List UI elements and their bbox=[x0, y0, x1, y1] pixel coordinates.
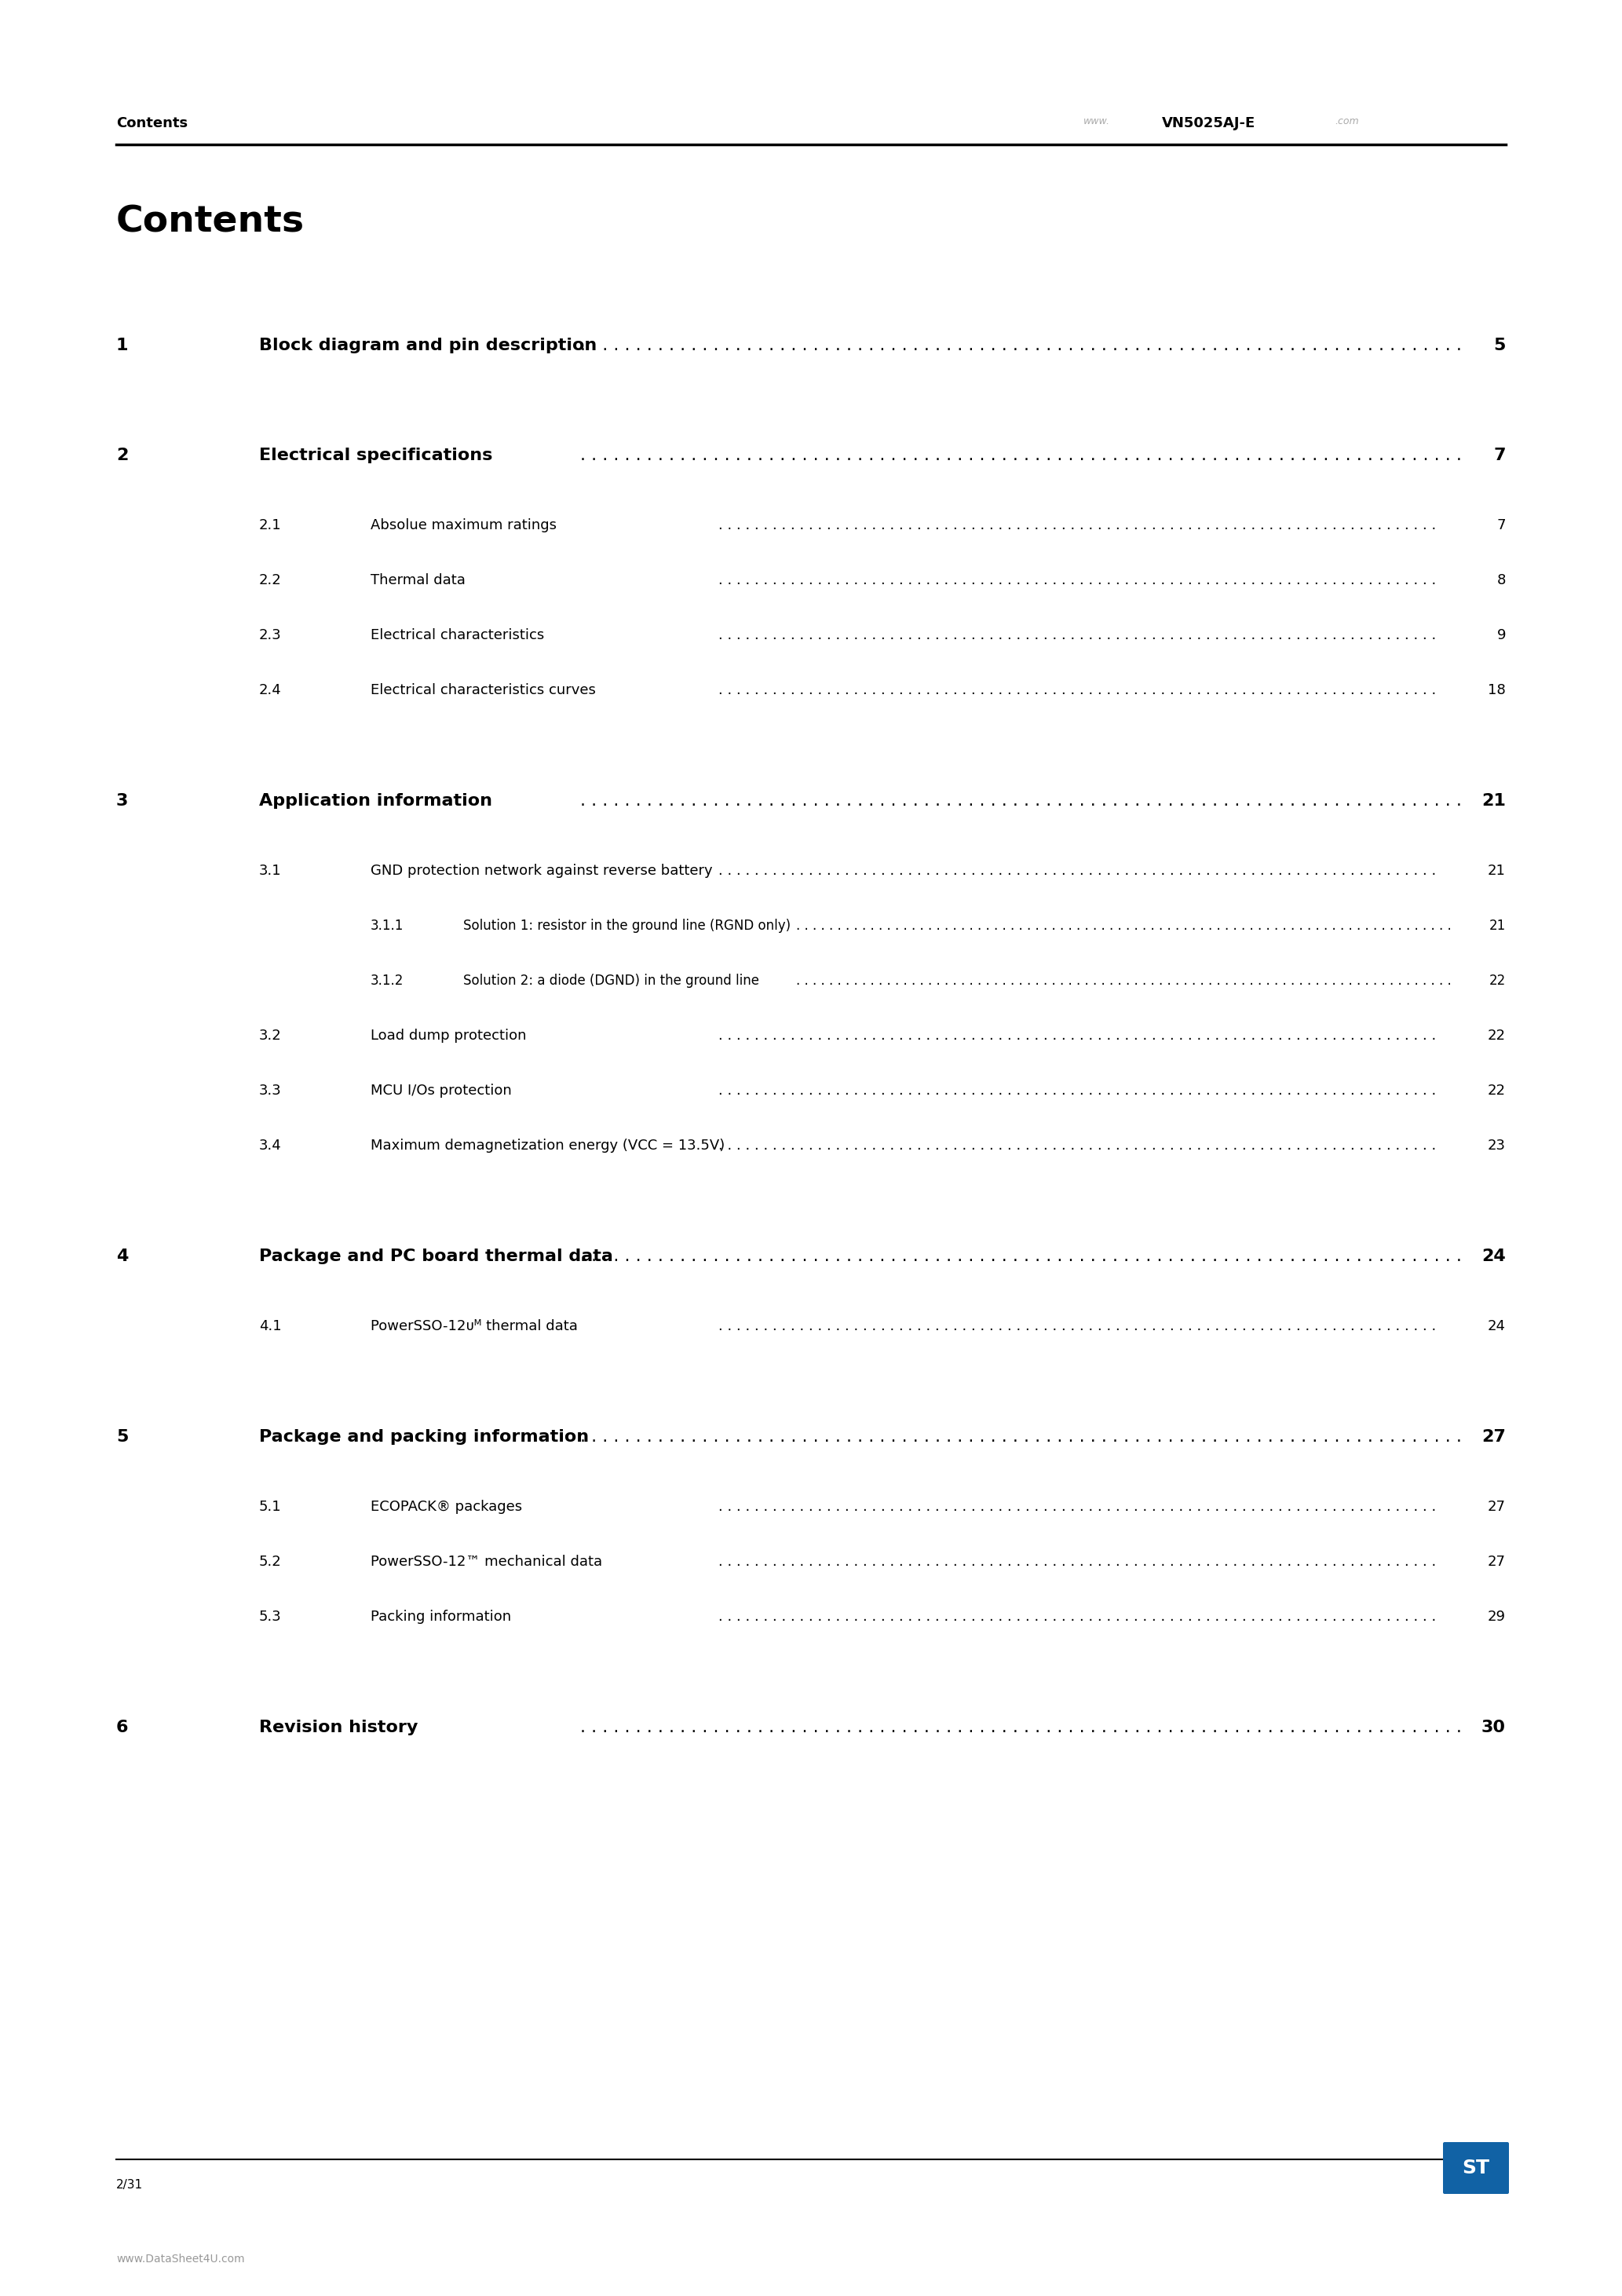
Text: 7: 7 bbox=[1497, 519, 1505, 533]
Text: 30: 30 bbox=[1481, 1720, 1505, 1736]
Text: 29: 29 bbox=[1487, 1609, 1505, 1623]
Text: 7: 7 bbox=[1494, 448, 1505, 464]
Text: 2.2: 2.2 bbox=[260, 574, 282, 588]
Text: 2.4: 2.4 bbox=[260, 684, 282, 698]
Text: 23: 23 bbox=[1487, 1139, 1505, 1153]
Text: PowerSSO-12ᴜᴹ thermal data: PowerSSO-12ᴜᴹ thermal data bbox=[370, 1320, 577, 1334]
Text: ECOPACK® packages: ECOPACK® packages bbox=[370, 1499, 522, 1513]
Text: . . . . . . . . . . . . . . . . . . . . . . . . . . . . . . . . . . . . . . . . : . . . . . . . . . . . . . . . . . . . . … bbox=[719, 1499, 1440, 1513]
Text: Solution 1: resistor in the ground line (RGND only): Solution 1: resistor in the ground line … bbox=[464, 918, 790, 932]
Text: 1: 1 bbox=[117, 338, 128, 354]
Text: Electrical characteristics curves: Electrical characteristics curves bbox=[370, 684, 595, 698]
Text: Application information: Application information bbox=[260, 792, 491, 808]
Text: . . . . . . . . . . . . . . . . . . . . . . . . . . . . . . . . . . . . . . . . : . . . . . . . . . . . . . . . . . . . . … bbox=[581, 338, 1468, 354]
Text: 3.4: 3.4 bbox=[260, 1139, 282, 1153]
Text: . . . . . . . . . . . . . . . . . . . . . . . . . . . . . . . . . . . . . . . . : . . . . . . . . . . . . . . . . . . . . … bbox=[581, 1428, 1468, 1444]
Text: . . . . . . . . . . . . . . . . . . . . . . . . . . . . . . . . . . . . . . . . : . . . . . . . . . . . . . . . . . . . . … bbox=[719, 863, 1440, 877]
Text: .com: .com bbox=[1335, 117, 1359, 126]
Text: 3.1.1: 3.1.1 bbox=[370, 918, 404, 932]
Text: Thermal data: Thermal data bbox=[370, 574, 466, 588]
Text: 3.2: 3.2 bbox=[260, 1029, 282, 1042]
Text: 21: 21 bbox=[1487, 863, 1505, 877]
Text: . . . . . . . . . . . . . . . . . . . . . . . . . . . . . . . . . . . . . . . . : . . . . . . . . . . . . . . . . . . . . … bbox=[719, 1139, 1440, 1153]
Text: 22: 22 bbox=[1489, 974, 1505, 987]
Text: Block diagram and pin description: Block diagram and pin description bbox=[260, 338, 597, 354]
Text: VN5025AJ-E: VN5025AJ-E bbox=[1161, 117, 1255, 131]
Text: Contents: Contents bbox=[117, 117, 188, 131]
Text: . . . . . . . . . . . . . . . . . . . . . . . . . . . . . . . . . . . . . . . . : . . . . . . . . . . . . . . . . . . . . … bbox=[581, 1720, 1468, 1736]
Text: . . . . . . . . . . . . . . . . . . . . . . . . . . . . . . . . . . . . . . . . : . . . . . . . . . . . . . . . . . . . . … bbox=[581, 448, 1468, 464]
Text: . . . . . . . . . . . . . . . . . . . . . . . . . . . . . . . . . . . . . . . . : . . . . . . . . . . . . . . . . . . . . … bbox=[581, 792, 1468, 808]
Text: 18: 18 bbox=[1487, 684, 1505, 698]
Text: www.DataSheet4U.com: www.DataSheet4U.com bbox=[117, 2255, 245, 2264]
Text: 24: 24 bbox=[1487, 1320, 1505, 1334]
Text: Packing information: Packing information bbox=[370, 1609, 511, 1623]
Text: ST: ST bbox=[1463, 2158, 1489, 2177]
Text: 27: 27 bbox=[1487, 1554, 1505, 1568]
Text: Package and PC board thermal data: Package and PC board thermal data bbox=[260, 1249, 613, 1265]
Text: 27: 27 bbox=[1481, 1428, 1505, 1444]
Text: 2.3: 2.3 bbox=[260, 629, 282, 643]
Text: . . . . . . . . . . . . . . . . . . . . . . . . . . . . . . . . . . . . . . . . : . . . . . . . . . . . . . . . . . . . . … bbox=[796, 974, 1455, 987]
Text: . . . . . . . . . . . . . . . . . . . . . . . . . . . . . . . . . . . . . . . . : . . . . . . . . . . . . . . . . . . . . … bbox=[581, 1249, 1468, 1265]
Text: 3.3: 3.3 bbox=[260, 1084, 282, 1097]
Text: 3.1.2: 3.1.2 bbox=[370, 974, 404, 987]
Text: PowerSSO-12™ mechanical data: PowerSSO-12™ mechanical data bbox=[370, 1554, 602, 1568]
Text: 21: 21 bbox=[1481, 792, 1505, 808]
Text: 24: 24 bbox=[1481, 1249, 1505, 1265]
Text: 5: 5 bbox=[1494, 338, 1505, 354]
Text: Revision history: Revision history bbox=[260, 1720, 418, 1736]
Text: 9: 9 bbox=[1497, 629, 1505, 643]
Text: . . . . . . . . . . . . . . . . . . . . . . . . . . . . . . . . . . . . . . . . : . . . . . . . . . . . . . . . . . . . . … bbox=[719, 1609, 1440, 1623]
Text: 5.3: 5.3 bbox=[260, 1609, 282, 1623]
Text: . . . . . . . . . . . . . . . . . . . . . . . . . . . . . . . . . . . . . . . . : . . . . . . . . . . . . . . . . . . . . … bbox=[719, 574, 1440, 588]
FancyBboxPatch shape bbox=[1444, 2142, 1508, 2195]
Text: 4: 4 bbox=[117, 1249, 128, 1265]
Text: 8: 8 bbox=[1497, 574, 1505, 588]
Text: . . . . . . . . . . . . . . . . . . . . . . . . . . . . . . . . . . . . . . . . : . . . . . . . . . . . . . . . . . . . . … bbox=[719, 1029, 1440, 1042]
Text: . . . . . . . . . . . . . . . . . . . . . . . . . . . . . . . . . . . . . . . . : . . . . . . . . . . . . . . . . . . . . … bbox=[719, 1320, 1440, 1334]
Text: Maximum demagnetization energy (VCC = 13.5V): Maximum demagnetization energy (VCC = 13… bbox=[370, 1139, 725, 1153]
Text: 2: 2 bbox=[117, 448, 128, 464]
Text: MCU I/Os protection: MCU I/Os protection bbox=[370, 1084, 511, 1097]
Text: 27: 27 bbox=[1487, 1499, 1505, 1513]
Text: Absolue maximum ratings: Absolue maximum ratings bbox=[370, 519, 556, 533]
Text: . . . . . . . . . . . . . . . . . . . . . . . . . . . . . . . . . . . . . . . . : . . . . . . . . . . . . . . . . . . . . … bbox=[719, 1554, 1440, 1568]
Text: 2/31: 2/31 bbox=[117, 2179, 143, 2190]
Text: Package and packing information: Package and packing information bbox=[260, 1428, 589, 1444]
Text: . . . . . . . . . . . . . . . . . . . . . . . . . . . . . . . . . . . . . . . . : . . . . . . . . . . . . . . . . . . . . … bbox=[719, 629, 1440, 643]
Text: 5.1: 5.1 bbox=[260, 1499, 282, 1513]
Text: 5: 5 bbox=[117, 1428, 128, 1444]
Text: Solution 2: a diode (DGND) in the ground line: Solution 2: a diode (DGND) in the ground… bbox=[464, 974, 759, 987]
Text: 21: 21 bbox=[1489, 918, 1505, 932]
Text: Electrical specifications: Electrical specifications bbox=[260, 448, 493, 464]
Text: 5.2: 5.2 bbox=[260, 1554, 282, 1568]
Text: 4.1: 4.1 bbox=[260, 1320, 282, 1334]
Text: . . . . . . . . . . . . . . . . . . . . . . . . . . . . . . . . . . . . . . . . : . . . . . . . . . . . . . . . . . . . . … bbox=[796, 918, 1455, 932]
Text: Contents: Contents bbox=[117, 204, 305, 239]
Text: 3: 3 bbox=[117, 792, 128, 808]
Text: www.: www. bbox=[1083, 117, 1109, 126]
Text: . . . . . . . . . . . . . . . . . . . . . . . . . . . . . . . . . . . . . . . . : . . . . . . . . . . . . . . . . . . . . … bbox=[719, 1084, 1440, 1097]
Text: 22: 22 bbox=[1487, 1029, 1505, 1042]
Text: . . . . . . . . . . . . . . . . . . . . . . . . . . . . . . . . . . . . . . . . : . . . . . . . . . . . . . . . . . . . . … bbox=[719, 519, 1440, 533]
Text: 22: 22 bbox=[1487, 1084, 1505, 1097]
Text: Electrical characteristics: Electrical characteristics bbox=[370, 629, 545, 643]
Text: . . . . . . . . . . . . . . . . . . . . . . . . . . . . . . . . . . . . . . . . : . . . . . . . . . . . . . . . . . . . . … bbox=[719, 684, 1440, 698]
Text: 6: 6 bbox=[117, 1720, 128, 1736]
Text: Load dump protection: Load dump protection bbox=[370, 1029, 527, 1042]
Text: GND protection network against reverse battery: GND protection network against reverse b… bbox=[370, 863, 712, 877]
Text: 3.1: 3.1 bbox=[260, 863, 282, 877]
Text: 2.1: 2.1 bbox=[260, 519, 282, 533]
